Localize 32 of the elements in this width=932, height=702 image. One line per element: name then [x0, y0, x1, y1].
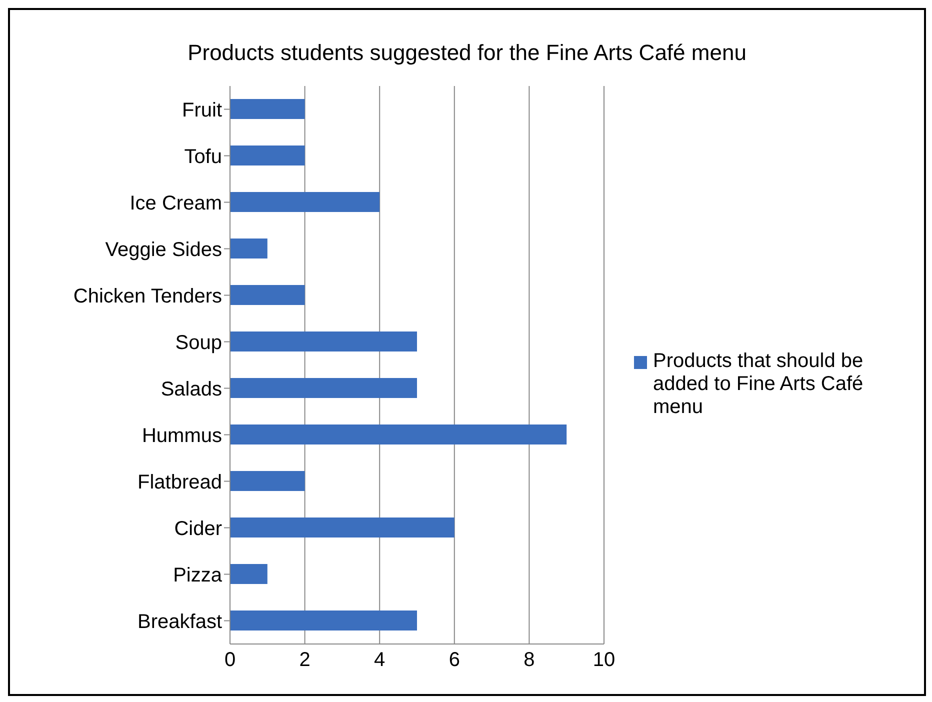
- x-tick-label: 2: [299, 649, 310, 672]
- bar: [230, 192, 380, 212]
- x-tick-label: 4: [374, 649, 386, 672]
- y-tick-label: Hummus: [142, 424, 222, 447]
- y-tick-label: Salads: [160, 378, 222, 400]
- bar: [230, 518, 454, 538]
- y-tick-label: Breakfast: [138, 610, 222, 633]
- y-tick-label: Fruit: [182, 99, 222, 122]
- bar: [230, 378, 417, 398]
- y-tick-label: Chicken Tenders: [73, 285, 222, 308]
- x-tick-label: 10: [592, 649, 616, 672]
- x-tick-label: 6: [448, 649, 460, 672]
- y-tick-label: Cider: [174, 518, 222, 540]
- bar: [230, 146, 305, 166]
- bar: [230, 471, 305, 491]
- bar: [230, 285, 305, 305]
- y-tick-label: Tofu: [184, 146, 222, 168]
- y-tick-label: Ice Cream: [130, 192, 222, 214]
- y-tick-label: Soup: [175, 332, 222, 354]
- bar: [230, 564, 268, 584]
- bar: [230, 99, 305, 119]
- x-tick-label: 8: [524, 649, 535, 672]
- bar: [230, 332, 417, 352]
- bar: [230, 238, 268, 258]
- y-tick-label: Veggie Sides: [105, 238, 222, 261]
- x-tick-label: 0: [224, 649, 236, 672]
- y-tick-label: Flatbread: [138, 471, 222, 494]
- bar: [230, 610, 417, 630]
- chart-title: Products students suggested for the Fine Arts Café menu: [186, 39, 748, 67]
- legend-label: Products that should be added to Fine Arts Café menu: [653, 350, 864, 418]
- bar: [230, 424, 567, 444]
- y-tick-label: Pizza: [173, 564, 223, 586]
